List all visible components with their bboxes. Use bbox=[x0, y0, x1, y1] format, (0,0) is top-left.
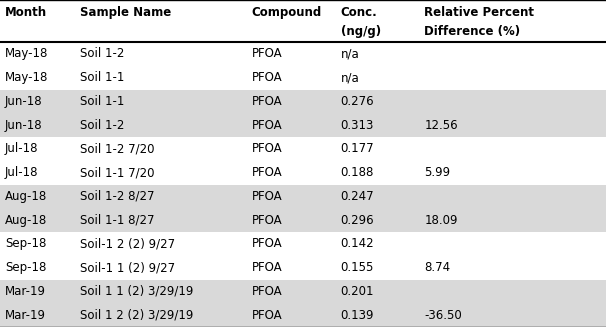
Text: PFOA: PFOA bbox=[251, 237, 282, 250]
Text: Aug-18: Aug-18 bbox=[5, 190, 47, 203]
Text: Mar-19: Mar-19 bbox=[5, 309, 46, 322]
Text: Soil 1-1 8/27: Soil 1-1 8/27 bbox=[80, 214, 155, 227]
Text: Jun-18: Jun-18 bbox=[5, 119, 42, 132]
Text: PFOA: PFOA bbox=[251, 142, 282, 155]
Text: n/a: n/a bbox=[341, 71, 359, 84]
Text: Soil 1-1: Soil 1-1 bbox=[80, 71, 124, 84]
Text: 0.296: 0.296 bbox=[341, 214, 374, 227]
Text: n/a: n/a bbox=[341, 47, 359, 60]
Text: 0.313: 0.313 bbox=[341, 119, 374, 132]
Text: Jun-18: Jun-18 bbox=[5, 95, 42, 108]
Text: 8.74: 8.74 bbox=[424, 261, 450, 274]
Text: Soil 1-2: Soil 1-2 bbox=[80, 47, 124, 60]
Bar bbox=[0, 280, 606, 303]
Text: Sep-18: Sep-18 bbox=[5, 237, 46, 250]
Text: May-18: May-18 bbox=[5, 71, 48, 84]
Text: May-18: May-18 bbox=[5, 47, 48, 60]
Text: PFOA: PFOA bbox=[251, 119, 282, 132]
Bar bbox=[0, 137, 606, 161]
Text: Soil 1-2: Soil 1-2 bbox=[80, 119, 124, 132]
Text: Conc.: Conc. bbox=[341, 6, 378, 19]
Text: Soil 1-1: Soil 1-1 bbox=[80, 95, 124, 108]
Text: Soil 1 1 (2) 3/29/19: Soil 1 1 (2) 3/29/19 bbox=[80, 285, 193, 298]
Text: PFOA: PFOA bbox=[251, 190, 282, 203]
Text: PFOA: PFOA bbox=[251, 47, 282, 60]
Text: PFOA: PFOA bbox=[251, 95, 282, 108]
Text: 0.139: 0.139 bbox=[341, 309, 374, 322]
Text: Soil 1-1 7/20: Soil 1-1 7/20 bbox=[80, 166, 155, 179]
Text: PFOA: PFOA bbox=[251, 285, 282, 298]
Text: Jul-18: Jul-18 bbox=[5, 142, 38, 155]
Text: Soil-1 2 (2) 9/27: Soil-1 2 (2) 9/27 bbox=[80, 237, 175, 250]
Bar bbox=[0, 232, 606, 256]
Text: 18.09: 18.09 bbox=[424, 214, 458, 227]
Text: PFOA: PFOA bbox=[251, 309, 282, 322]
Text: Sample Name: Sample Name bbox=[80, 6, 171, 19]
Bar bbox=[0, 90, 606, 113]
Text: Mar-19: Mar-19 bbox=[5, 285, 46, 298]
Text: Relative Percent: Relative Percent bbox=[424, 6, 534, 19]
Bar bbox=[0, 113, 606, 137]
Bar bbox=[0, 208, 606, 232]
Text: PFOA: PFOA bbox=[251, 166, 282, 179]
Text: Soil-1 1 (2) 9/27: Soil-1 1 (2) 9/27 bbox=[80, 261, 175, 274]
Text: Aug-18: Aug-18 bbox=[5, 214, 47, 227]
Text: -36.50: -36.50 bbox=[424, 309, 462, 322]
Text: PFOA: PFOA bbox=[251, 261, 282, 274]
Text: Soil 1-2 8/27: Soil 1-2 8/27 bbox=[80, 190, 155, 203]
Text: PFOA: PFOA bbox=[251, 71, 282, 84]
Bar bbox=[0, 161, 606, 184]
Text: Difference (%): Difference (%) bbox=[424, 25, 521, 38]
Bar bbox=[0, 42, 606, 66]
Text: 0.177: 0.177 bbox=[341, 142, 374, 155]
Text: 0.276: 0.276 bbox=[341, 95, 374, 108]
Text: Soil 1 2 (2) 3/29/19: Soil 1 2 (2) 3/29/19 bbox=[80, 309, 193, 322]
Text: Sep-18: Sep-18 bbox=[5, 261, 46, 274]
Text: Month: Month bbox=[5, 6, 47, 19]
Text: 0.201: 0.201 bbox=[341, 285, 374, 298]
Bar bbox=[0, 256, 606, 280]
Text: 0.247: 0.247 bbox=[341, 190, 374, 203]
Text: 0.142: 0.142 bbox=[341, 237, 374, 250]
Text: 5.99: 5.99 bbox=[424, 166, 450, 179]
Bar bbox=[0, 184, 606, 208]
Text: PFOA: PFOA bbox=[251, 214, 282, 227]
Text: Compound: Compound bbox=[251, 6, 322, 19]
Text: Soil 1-2 7/20: Soil 1-2 7/20 bbox=[80, 142, 155, 155]
Text: 0.188: 0.188 bbox=[341, 166, 374, 179]
Bar bbox=[0, 303, 606, 327]
Text: (ng/g): (ng/g) bbox=[341, 25, 381, 38]
Bar bbox=[0, 0, 606, 42]
Text: 12.56: 12.56 bbox=[424, 119, 458, 132]
Bar bbox=[0, 66, 606, 90]
Text: 0.155: 0.155 bbox=[341, 261, 374, 274]
Text: Jul-18: Jul-18 bbox=[5, 166, 38, 179]
